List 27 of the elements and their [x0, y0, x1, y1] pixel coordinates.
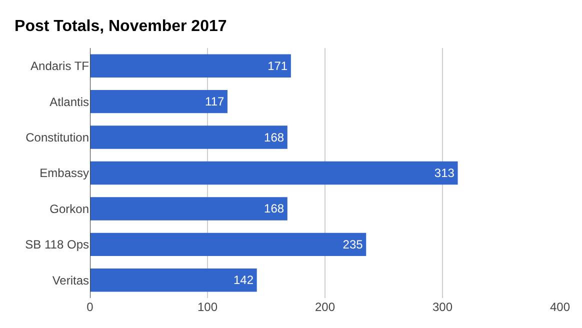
data-label: 313 [434, 166, 455, 180]
y-tick-label: Veritas [52, 273, 89, 288]
data-label: 171 [268, 58, 288, 73]
bar [90, 197, 288, 220]
data-label: 168 [264, 130, 284, 144]
bar [90, 268, 257, 292]
y-tick-label: Embassy [40, 166, 89, 180]
x-tick-label: 300 [432, 300, 453, 314]
x-tick-label: 100 [197, 300, 218, 314]
data-label: 235 [342, 237, 364, 252]
x-tick-label: 400 [550, 300, 570, 314]
data-label: 168 [264, 202, 284, 216]
data-label: 142 [234, 273, 254, 288]
bar [90, 54, 291, 78]
y-tick-label: Atlantis [50, 94, 89, 109]
bar [90, 90, 228, 114]
y-tick-label: Constitution [26, 130, 89, 144]
y-tick-label: Gorkon [50, 202, 89, 216]
bar [90, 232, 366, 256]
y-tick-label: SB 118 Ops [25, 238, 89, 252]
data-label: 117 [205, 94, 224, 109]
bar [90, 161, 458, 185]
chart-title: Post Totals, November 2017 [14, 18, 227, 35]
x-tick-label: 0 [86, 300, 94, 314]
bar [90, 126, 288, 149]
y-tick-label: Andaris TF [30, 59, 89, 74]
x-tick-label: 200 [314, 300, 336, 314]
